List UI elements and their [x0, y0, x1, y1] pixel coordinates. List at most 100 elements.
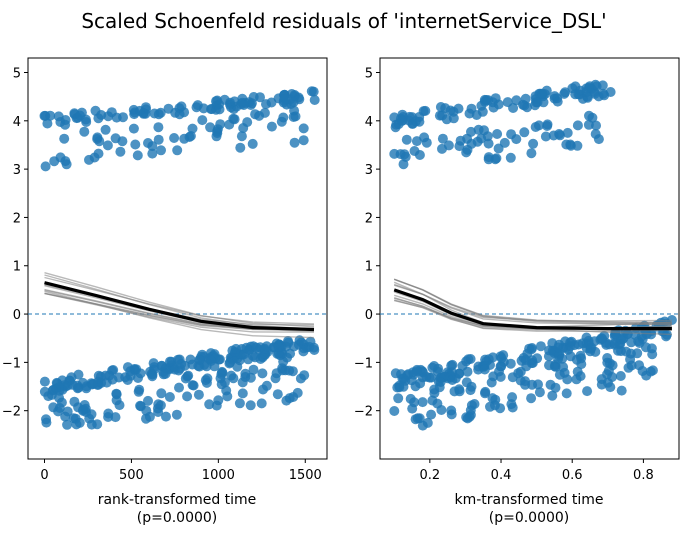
data-point — [495, 403, 506, 414]
data-point — [477, 106, 488, 117]
data-point — [94, 136, 105, 147]
data-point — [266, 121, 277, 132]
data-point — [561, 388, 572, 399]
data-point — [259, 107, 270, 118]
data-point — [571, 374, 582, 385]
data-point — [463, 354, 474, 365]
data-point — [293, 339, 304, 350]
x-tick-label: 0.4 — [491, 468, 512, 483]
data-point — [421, 371, 432, 382]
axis-ticks: 0 500 1000 1500 −2 −1 0 1 2 3 4 5 — [2, 66, 322, 483]
data-point — [576, 353, 587, 364]
data-point — [156, 361, 167, 371]
data-point — [572, 120, 583, 131]
data-point — [542, 119, 553, 130]
data-point — [590, 129, 601, 139]
data-point — [647, 349, 658, 360]
data-point — [443, 140, 454, 151]
data-point — [156, 388, 167, 399]
data-point — [179, 133, 190, 144]
data-point — [270, 373, 281, 384]
data-point — [397, 115, 407, 126]
data-point — [426, 409, 437, 420]
data-point — [169, 133, 180, 143]
data-point — [237, 388, 248, 399]
data-point — [176, 359, 187, 369]
y-tick-label: 4 — [13, 115, 21, 130]
data-point — [147, 141, 158, 152]
data-point — [507, 392, 518, 403]
data-point — [299, 370, 310, 381]
data-point — [110, 133, 121, 144]
data-point — [507, 372, 518, 383]
data-point — [298, 135, 309, 146]
y-tick-label: 4 — [365, 115, 373, 130]
data-point — [149, 108, 160, 119]
data-point — [506, 129, 517, 140]
data-point — [132, 150, 143, 161]
data-point — [164, 356, 175, 367]
data-point — [143, 395, 153, 406]
data-point — [161, 411, 171, 422]
data-point — [632, 348, 643, 359]
data-point — [101, 377, 112, 388]
data-point — [591, 120, 601, 131]
data-point — [558, 362, 569, 372]
data-point — [447, 375, 458, 385]
data-point — [78, 404, 89, 415]
x-tick-label: 0.2 — [419, 468, 440, 483]
data-point — [534, 387, 545, 398]
data-point — [160, 368, 171, 379]
data-point — [42, 118, 53, 129]
data-point — [284, 365, 295, 376]
y-tick-label: 2 — [13, 211, 21, 226]
data-point — [626, 360, 637, 371]
data-point — [192, 100, 203, 111]
data-point — [59, 133, 70, 144]
y-tick-label: −2 — [2, 405, 21, 420]
axes-frame — [379, 57, 680, 460]
p-value-label: (p=0.0000) — [137, 510, 218, 526]
data-point — [469, 399, 480, 409]
data-point — [130, 139, 141, 150]
data-point — [461, 377, 472, 388]
data-point — [93, 148, 104, 159]
data-point — [259, 343, 270, 354]
data-point — [188, 380, 199, 391]
x-tick-label: 0 — [40, 468, 48, 483]
data-point — [427, 362, 438, 373]
y-tick-label: −1 — [2, 356, 21, 371]
data-point — [241, 342, 252, 353]
y-tick-label: 5 — [13, 66, 21, 81]
data-point — [515, 375, 526, 386]
bootstrap-line — [393, 278, 672, 325]
data-point — [236, 99, 247, 110]
data-point — [486, 377, 497, 388]
data-point — [289, 137, 300, 148]
data-point — [288, 112, 299, 122]
data-point — [153, 122, 164, 133]
fit-lines — [28, 272, 327, 339]
data-point — [519, 127, 530, 138]
data-point — [563, 344, 574, 355]
data-point — [247, 138, 258, 149]
data-point — [212, 124, 223, 135]
data-point — [540, 131, 551, 142]
y-tick-label: 0 — [13, 308, 21, 323]
data-point — [224, 358, 235, 369]
smooth-fit-line — [393, 288, 672, 331]
data-point — [464, 411, 475, 422]
data-point — [283, 336, 293, 346]
data-point — [278, 356, 289, 367]
data-point — [194, 354, 205, 365]
panel-rank: 0 500 1000 1500 −2 −1 0 1 2 3 4 5 rank-transformed … — [2, 57, 328, 526]
data-point — [596, 333, 607, 344]
data-point — [256, 398, 267, 409]
data-point — [53, 111, 64, 122]
data-point — [410, 414, 421, 425]
data-point — [581, 83, 592, 94]
data-point — [603, 365, 614, 376]
y-tick-label: 3 — [13, 163, 21, 178]
data-point — [103, 412, 114, 422]
